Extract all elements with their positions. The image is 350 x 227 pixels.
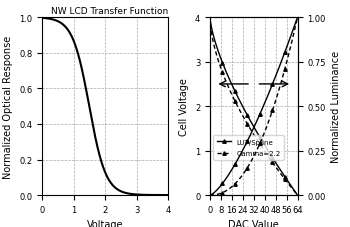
X-axis label: DAC Value: DAC Value (228, 219, 279, 227)
Y-axis label: Normalized Luminance: Normalized Luminance (331, 51, 341, 163)
Y-axis label: Normalized Optical Response: Normalized Optical Response (4, 35, 13, 178)
X-axis label: Voltage: Voltage (87, 219, 123, 227)
Text: NW LCD Transfer Function: NW LCD Transfer Function (51, 7, 168, 16)
Y-axis label: Cell Voltage: Cell Voltage (179, 78, 189, 136)
Legend: LUT/Spline, Gamma=2.2: LUT/Spline, Gamma=2.2 (214, 136, 284, 160)
